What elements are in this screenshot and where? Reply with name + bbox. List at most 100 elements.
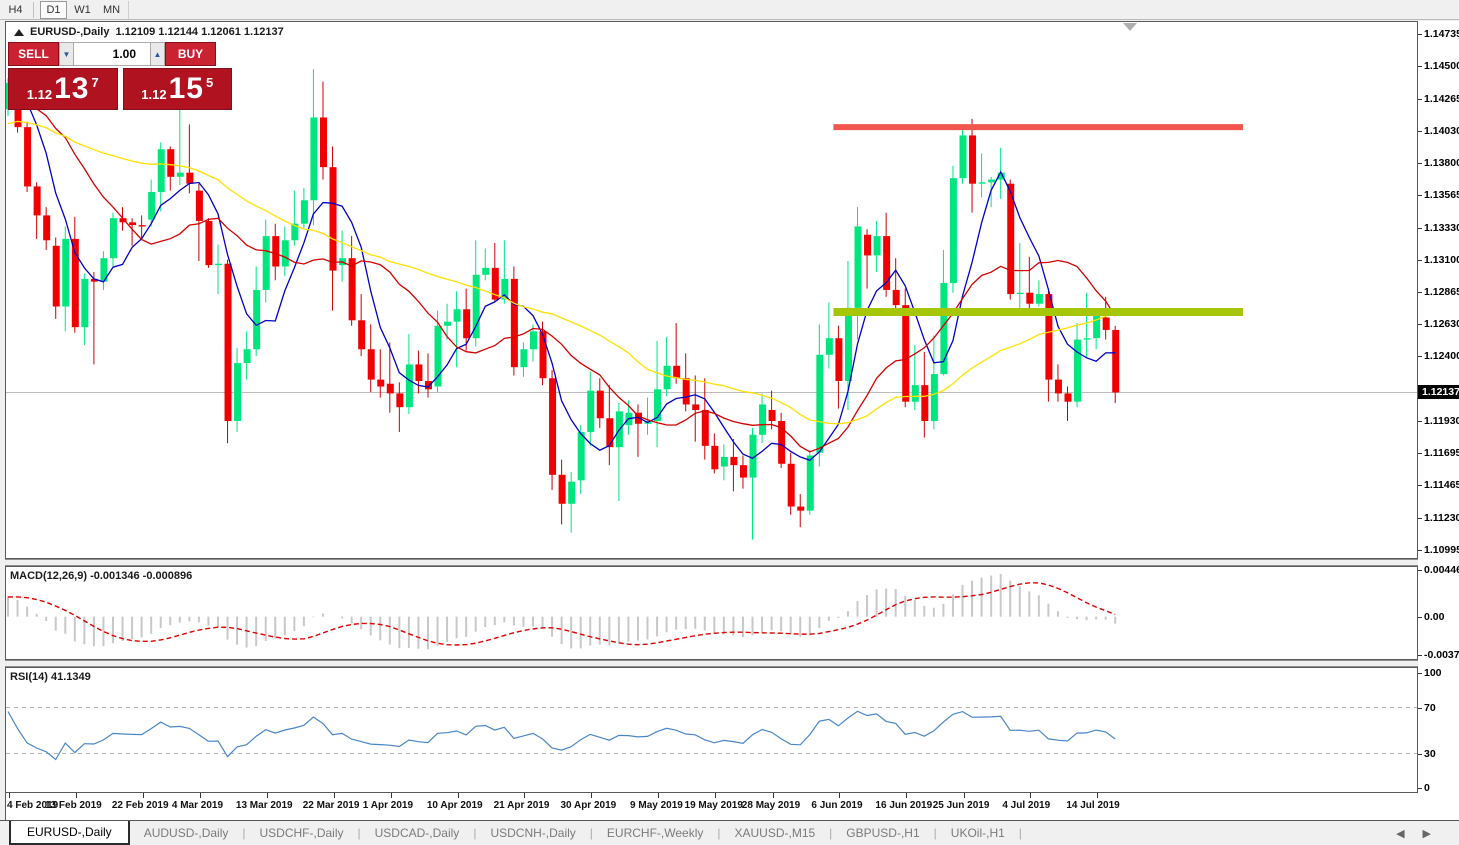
candle-body (844, 307, 852, 381)
candle-body (739, 465, 747, 478)
candle-body (969, 135, 977, 184)
candle-body (883, 236, 891, 290)
timeframe-h4-button[interactable]: H4 (8, 3, 23, 16)
candle-body (81, 278, 89, 328)
main-chart-pane[interactable]: EURUSD-,Daily 1.12109 1.12144 1.12061 1.… (5, 21, 1418, 559)
candle-body (501, 278, 509, 300)
tab-usdcad-daily[interactable]: USDCAD-,Daily (374, 826, 460, 840)
price-axis-label: 1.13800 (1424, 157, 1459, 169)
candle-body (24, 127, 32, 187)
rsi-axis-label: 0 (1424, 782, 1430, 794)
volume-increase-button[interactable]: ▲ (150, 42, 165, 66)
candle-body (119, 218, 127, 223)
timeframe-toolbar: H4 D1 W1 MN (0, 0, 1459, 20)
buy-button[interactable]: BUY (165, 42, 216, 66)
axis-tick (1418, 616, 1422, 618)
axis-tick (1418, 34, 1422, 35)
candle-body (396, 393, 404, 408)
one-click-trading-panel: SELL ▼ ▲ BUY 1.12 13 7 1.12 15 5 (8, 42, 232, 110)
date-tick (658, 793, 660, 798)
buy-price-display[interactable]: 1.12 15 5 (122, 68, 232, 110)
candle-body (1093, 314, 1101, 339)
price-axis[interactable]: 1.14735 1.14500 1.14265 1.14030 1.13800 1.135… (1418, 21, 1459, 820)
timeframe-mn-button[interactable]: MN (102, 3, 121, 16)
candle-body (692, 404, 700, 410)
tab-xauusd-m15[interactable]: XAUUSD-,M15 (734, 826, 816, 840)
candle-body (997, 172, 1005, 180)
price-axis-label: 1.12400 (1424, 350, 1459, 363)
tab-divider: | (589, 826, 593, 840)
candle-body (463, 309, 471, 339)
date-label: 4 Jul 2019 (1002, 800, 1051, 811)
date-label: 25 Jun 2019 (932, 800, 990, 811)
tab-audusd-daily[interactable]: AUDUSD-,Daily (143, 826, 229, 840)
chart-shift-marker-icon[interactable] (1123, 23, 1137, 31)
tab-scroll-right-icon[interactable]: ▶ (1422, 827, 1431, 840)
axis-tick (1418, 673, 1422, 674)
axis-tick (1418, 788, 1422, 789)
macd-signal-line (7, 582, 1116, 646)
candle-body (682, 378, 690, 405)
tab-divider: | (357, 826, 361, 840)
volume-input[interactable] (74, 42, 150, 66)
date-label: 4 Feb 2019 (7, 800, 59, 811)
candle-body (434, 325, 442, 387)
candle-body (549, 378, 557, 475)
candle-body (1007, 183, 1015, 295)
date-label: 19 May 2019 (684, 800, 743, 811)
tab-usdchf-daily[interactable]: USDCHF-,Daily (259, 826, 344, 840)
candlestick-chart (6, 69, 1417, 540)
date-label: 28 May 2019 (741, 800, 801, 811)
tab-usdcnh-daily[interactable]: USDCNH-,Daily (490, 826, 576, 840)
macd-axis-label: 0.004465 (1424, 563, 1459, 576)
axis-tick (1418, 324, 1422, 326)
tab-scroll-left-icon[interactable]: ◀ (1396, 827, 1405, 840)
volume-decrease-button[interactable]: ▼ (59, 42, 74, 66)
candle-body (424, 380, 432, 390)
date-tick (199, 793, 201, 798)
candle-body (711, 445, 719, 470)
price-axis-label: 1.14735 (1424, 28, 1459, 40)
price-axis-label: 1.12865 (1424, 286, 1459, 298)
candle-body (1035, 294, 1043, 304)
candle-body (959, 135, 967, 179)
axis-tick (1418, 131, 1422, 133)
axis-tick (1418, 356, 1422, 358)
rsi-pane[interactable]: RSI(14) 41.1349 (5, 667, 1418, 793)
candle-body (864, 234, 872, 256)
candle-body (921, 385, 929, 421)
candle-body (52, 245, 60, 307)
candle-body (281, 240, 289, 267)
candle-body (205, 220, 213, 266)
candle-body (386, 383, 394, 394)
tab-eurusd-daily[interactable]: EURUSD-,Daily (9, 821, 130, 845)
candle-body (1064, 393, 1072, 402)
candle-body (234, 363, 242, 421)
timeframe-d1-button[interactable]: D1 (40, 0, 67, 19)
candle-body (71, 238, 79, 328)
axis-tick (1418, 259, 1422, 261)
candle-body (930, 374, 938, 421)
tab-eurchf-weekly[interactable]: EURCHF-,Weekly (606, 826, 704, 840)
sell-button[interactable]: SELL (8, 42, 59, 66)
axis-tick (1418, 655, 1422, 657)
tab-ukoil-h1[interactable]: UKOil-,H1 (950, 826, 1005, 840)
date-axis[interactable]: 4 Feb 2019 13 Feb 2019 22 Feb 2019 4 Mar 20… (5, 793, 1418, 820)
macd-pane[interactable]: MACD(12,26,9) -0.001346 -0.000896 (5, 566, 1418, 660)
chart-title: EURUSD-,Daily 1.12109 1.12144 1.12061 1.… (14, 26, 284, 38)
tab-gbpusd-h1[interactable]: GBPUSD-,H1 (846, 826, 920, 840)
rsi-axis-label: 100 (1424, 667, 1442, 679)
candle-body (62, 238, 70, 307)
date-label: 21 Apr 2019 (493, 800, 550, 811)
date-tick (1097, 793, 1099, 798)
price-axis-label: 1.11695 (1424, 447, 1459, 460)
sell-price-display[interactable]: 1.12 13 7 (8, 68, 118, 110)
pane-splitter[interactable] (5, 559, 1418, 566)
axis-tick (1418, 569, 1422, 571)
axis-tick (1418, 227, 1422, 229)
timeframe-w1-button[interactable]: W1 (74, 3, 91, 16)
tab-divider: | (829, 826, 833, 840)
pane-splitter[interactable] (5, 660, 1418, 667)
date-tick (457, 793, 459, 798)
